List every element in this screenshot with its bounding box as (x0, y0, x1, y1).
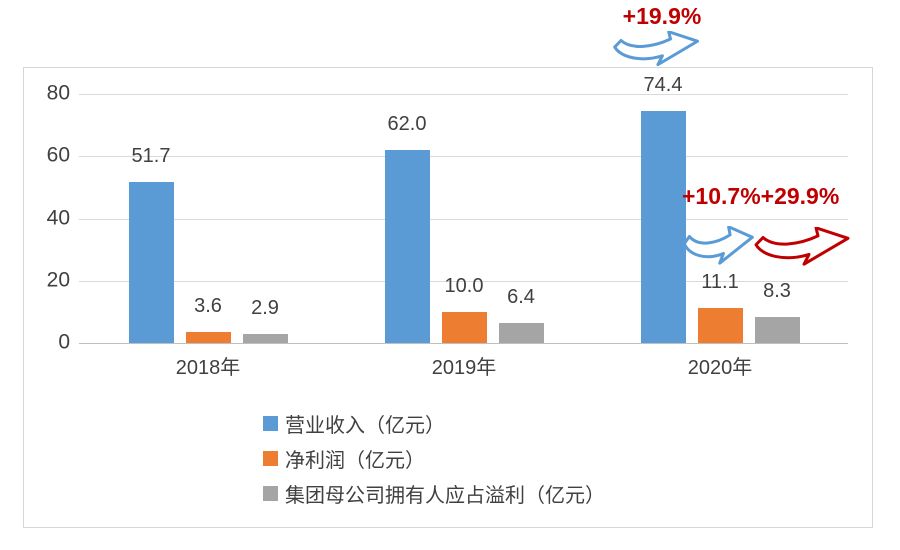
bar-value-label: 6.4 (507, 286, 535, 309)
gridline (79, 218, 848, 220)
legend-swatch (263, 415, 278, 431)
bar (640, 111, 686, 343)
growth-arrow-blue-top-icon (612, 31, 702, 69)
legend-item: 营业收入（亿元） (263, 413, 445, 437)
gridline (79, 156, 848, 158)
y-tick-label: 20 (46, 268, 70, 292)
bar (242, 333, 288, 343)
bar (384, 150, 430, 343)
annotation-profit-growth-row: +10.7%+29.9% (682, 185, 839, 208)
legend-item: 净利润（亿元） (263, 448, 425, 472)
annotation-revenue-growth: +19.9% (622, 3, 702, 29)
y-tick-label: 80 (46, 81, 70, 105)
bar-value-label: 51.7 (131, 145, 171, 168)
growth-arrow-blue-icon (682, 226, 756, 268)
legend-item: 集团母公司拥有人应占溢利（亿元） (263, 483, 605, 507)
bar-value-label: 3.6 (194, 294, 222, 317)
x-axis-label: 2019年 (431, 357, 497, 379)
bar (441, 311, 487, 343)
growth-arrow-red-icon (753, 227, 853, 269)
bar-value-label: 10.0 (444, 274, 484, 297)
bar (697, 308, 743, 343)
y-tick-label: 40 (46, 206, 70, 230)
bar (754, 317, 800, 343)
bar (128, 182, 174, 343)
legend-swatch (263, 450, 278, 466)
bar (185, 331, 231, 343)
bar-value-label: 74.4 (643, 74, 683, 97)
bar-value-label: 62.0 (387, 113, 427, 136)
gridline (79, 343, 848, 344)
legend-label: 营业收入（亿元） (285, 414, 445, 437)
y-tick-label: 0 (58, 330, 70, 354)
bar-value-label: 11.1 (701, 271, 739, 294)
legend-label: 集团母公司拥有人应占溢利（亿元） (285, 484, 605, 507)
annotation-attributable-profit-growth: +29.9% (760, 183, 840, 209)
legend-label: 净利润（亿元） (285, 449, 425, 472)
gridline (79, 280, 848, 282)
x-axis-label: 2018年 (175, 357, 241, 379)
bar-value-label: 8.3 (763, 280, 791, 303)
x-axis-label: 2020年 (687, 357, 753, 379)
y-tick-label: 60 (46, 143, 70, 167)
annotation-net-profit-growth: +10.7% (682, 183, 761, 209)
gridline (79, 94, 848, 95)
bar (498, 323, 544, 343)
legend-swatch (263, 485, 278, 501)
chart-frame: 0 20 40 60 80 51.7 62.0 74.4 3.6 10.0 11.1 2.9 6.4 8.… (23, 67, 873, 528)
bar-value-label: 2.9 (251, 296, 279, 319)
